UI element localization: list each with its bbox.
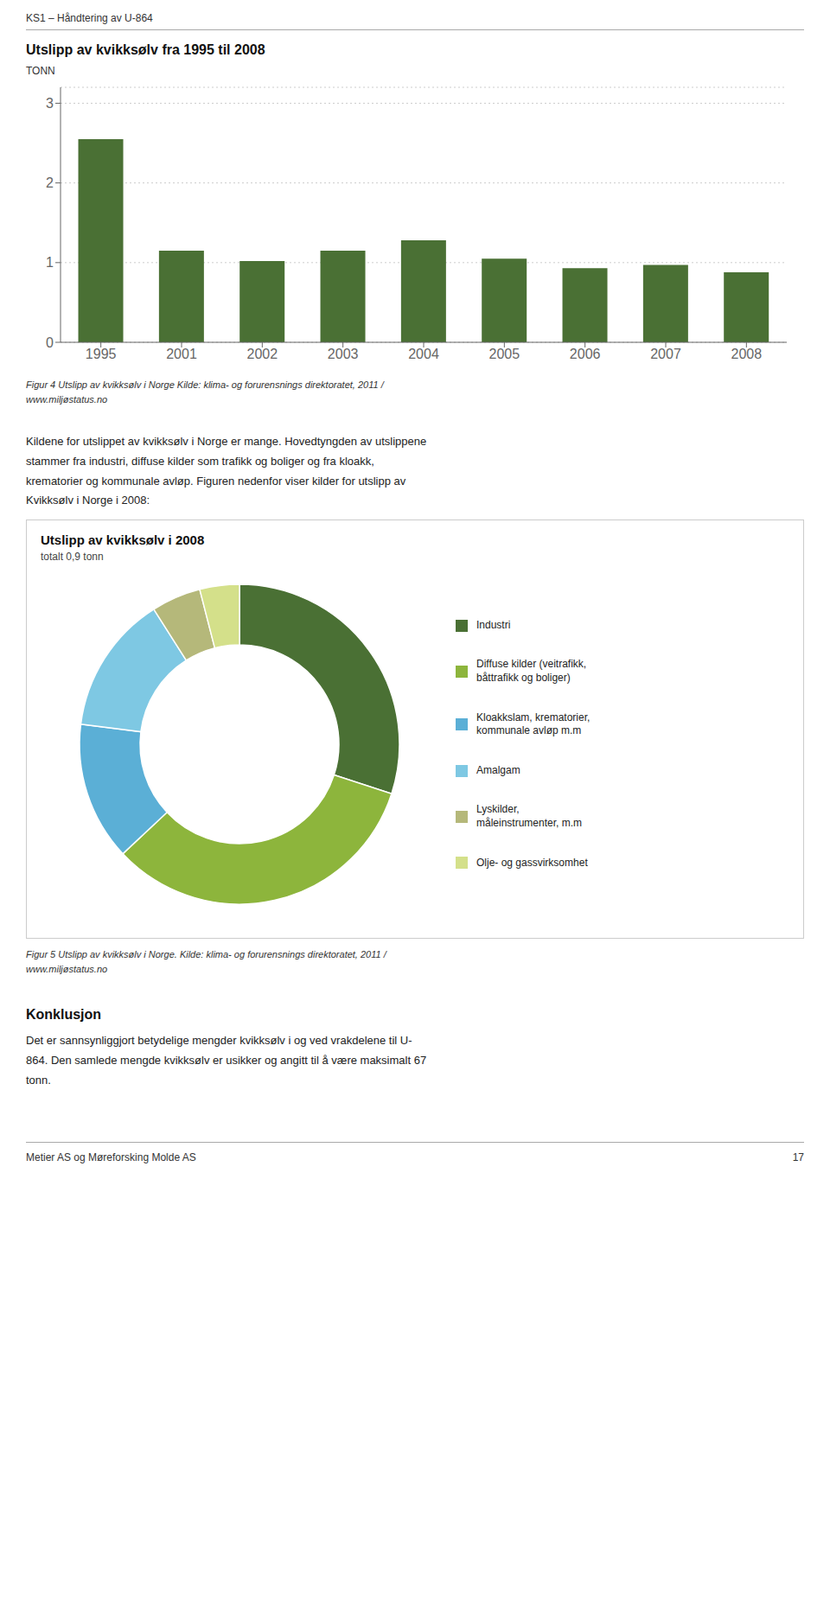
html-text:Figur 5 Utslipp av kvikksølv i: Figur 5 Utslipp av kvikksølv i Norge. Ki…	[25, 949, 387, 974]
svg-text:2008: 2008	[731, 346, 763, 362]
svg-text:2007: 2007	[650, 346, 682, 362]
svg-text:2002: 2002	[247, 346, 279, 362]
svg-text:0: 0	[45, 335, 54, 351]
html-text:Kildene for utslippet av kvikk: Kildene for utslippet av kvikksølv i Nor…	[25, 434, 427, 507]
html-text:KS1 – Håndtering av U-864: KS1 – Håndtering av U-864	[25, 12, 153, 25]
html-text:Lyskilder, måleinstrumenter, m: Lyskilder, måleinstrumenter, m.m	[476, 803, 582, 830]
html-text:Industri: Industri	[476, 618, 511, 631]
html-text:Konklusjon: Konklusjon	[25, 1007, 102, 1022]
html-text:17: 17	[792, 1151, 805, 1164]
html-text:Diffuse kilder (veitrafikk, bå: Diffuse kilder (veitrafikk, båttrafikk o…	[476, 658, 587, 684]
html-text:Det er sannsynliggjort betydel: Det er sannsynliggjort betydelige mengde…	[25, 1034, 427, 1087]
html-text:TONN: TONN	[25, 64, 56, 77]
svg-text:2004: 2004	[408, 346, 440, 362]
svg-text:1: 1	[45, 255, 54, 270]
svg-text:2006: 2006	[569, 346, 601, 362]
html-text:Utslipp av kvikksølv fra 1995: Utslipp av kvikksølv fra 1995 til 2008	[25, 42, 266, 58]
html-text:Utslipp av kvikksølv i 2008: Utslipp av kvikksølv i 2008	[40, 532, 205, 548]
html-text:Kloakkslam, krematorier, kommu: Kloakkslam, krematorier, kommunale avløp…	[476, 711, 590, 737]
svg-text:3: 3	[45, 95, 54, 111]
html-text:Olje- og gassvirksomhet: Olje- og gassvirksomhet	[476, 856, 588, 869]
svg-text:2005: 2005	[489, 346, 521, 362]
svg-text:2003: 2003	[327, 346, 359, 362]
html-text:Figur 4 Utslipp av kvikksølv i: Figur 4 Utslipp av kvikksølv i Norge Kil…	[25, 379, 384, 405]
html-text:Metier AS og Møreforsking Mold: Metier AS og Møreforsking Molde AS	[25, 1151, 197, 1164]
svg-text:2: 2	[45, 175, 54, 191]
svg-text:2001: 2001	[166, 346, 198, 362]
html-text:totalt 0,9 tonn: totalt 0,9 tonn	[40, 550, 104, 563]
svg-text:1995: 1995	[85, 346, 117, 362]
html-text:Amalgam: Amalgam	[476, 764, 521, 777]
